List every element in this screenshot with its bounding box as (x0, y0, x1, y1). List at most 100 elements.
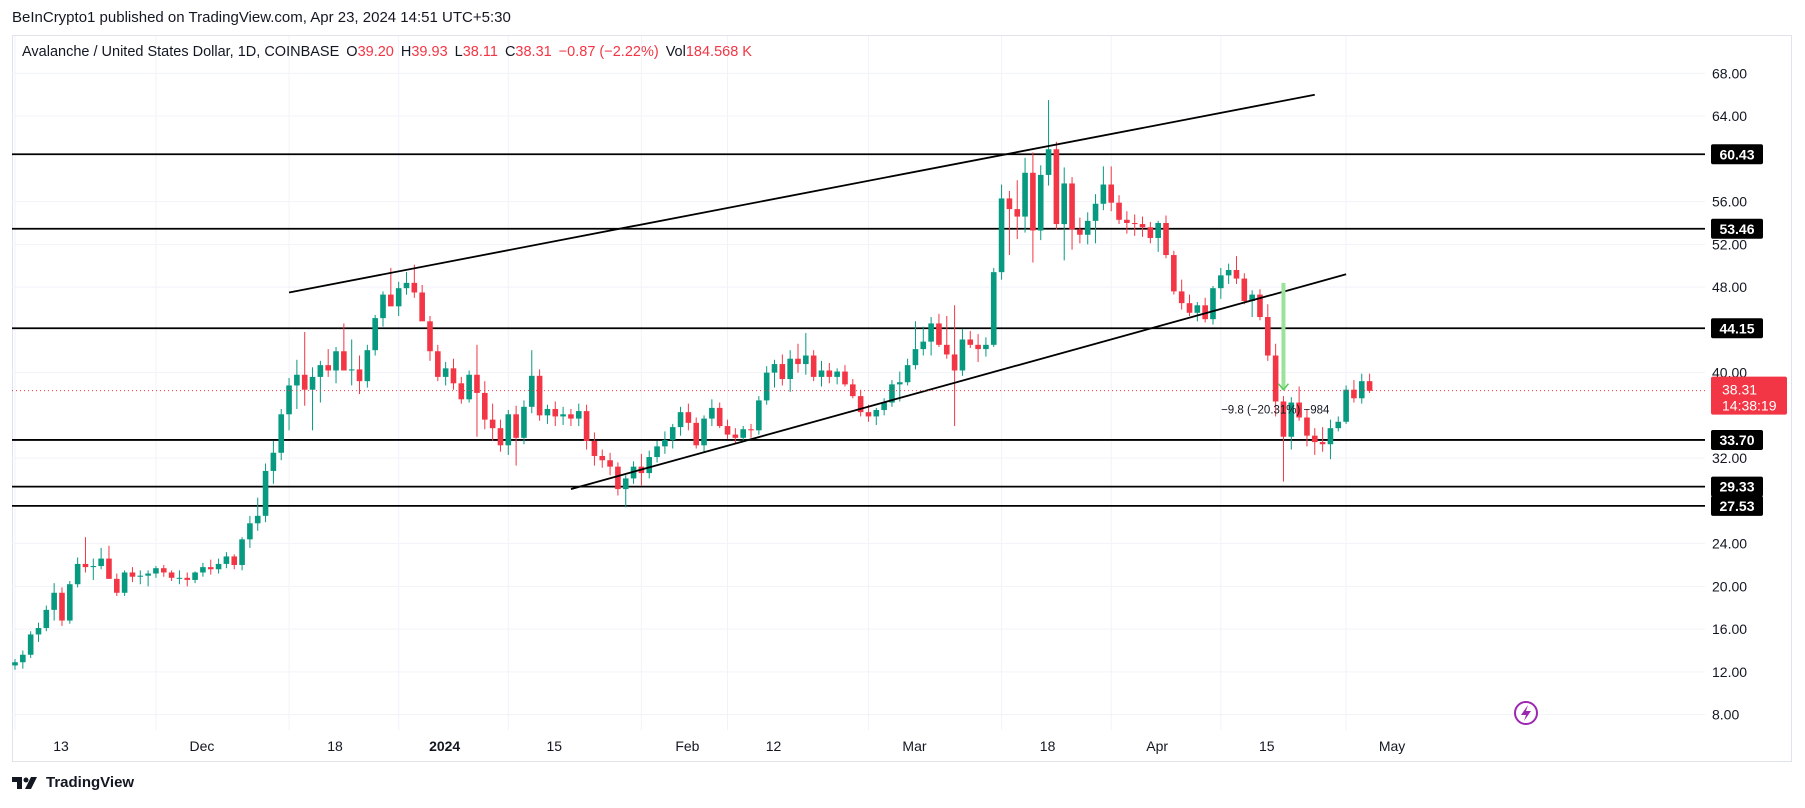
candle-down[interactable] (1006, 190, 1013, 256)
candle-down[interactable] (231, 554, 238, 570)
tradingview-footer[interactable]: TradingView (12, 774, 134, 791)
candle-up[interactable] (646, 450, 653, 479)
candle-down[interactable] (106, 545, 112, 579)
candle-down[interactable] (1178, 279, 1185, 310)
candle-down[interactable] (1131, 214, 1138, 236)
candle-up[interactable] (27, 631, 34, 658)
candle-down[interactable] (1108, 166, 1114, 212)
candle-down[interactable] (184, 572, 191, 587)
candle-down[interactable] (1116, 195, 1122, 225)
candle-up[interactable] (20, 650, 26, 669)
candle-up[interactable] (912, 321, 919, 370)
candle-up[interactable] (372, 314, 378, 356)
candle-down[interactable] (301, 332, 308, 406)
candle-up[interactable] (262, 463, 269, 523)
candle-up[interactable] (521, 400, 527, 445)
candle-up[interactable] (247, 515, 253, 548)
candle-up[interactable] (223, 552, 230, 569)
candle-down[interactable] (1241, 273, 1248, 305)
candle-up[interactable] (137, 570, 144, 585)
candle-down[interactable] (450, 358, 457, 390)
candle-up[interactable] (12, 659, 18, 670)
candle-down[interactable] (489, 403, 496, 442)
candle-up[interactable] (35, 622, 42, 642)
candle-down[interactable] (975, 334, 981, 362)
candle-up[interactable] (1194, 302, 1201, 322)
level-price-tag[interactable]: 44.15 (1711, 318, 1763, 339)
price-axis[interactable]: 8.00 12.00 16.00 20.00 24.00 32.00 40.00 48.00 5… (1711, 65, 1787, 723)
candle-up[interactable] (43, 605, 50, 632)
candle-down[interactable] (748, 423, 754, 438)
candle-down[interactable] (1014, 180, 1021, 240)
candle-up[interactable] (1343, 385, 1349, 424)
candle-up[interactable] (395, 281, 402, 316)
candle-up[interactable] (333, 346, 339, 384)
candle-up[interactable] (1061, 167, 1068, 261)
candle-down[interactable] (857, 389, 864, 417)
candle-down[interactable] (716, 402, 723, 429)
candle-up[interactable] (1045, 100, 1052, 186)
candle-up[interactable] (200, 562, 206, 577)
candle-up[interactable] (896, 371, 903, 402)
candle-down[interactable] (356, 355, 363, 394)
candle-up[interactable] (239, 537, 245, 571)
candle-down[interactable] (568, 408, 574, 427)
candle-up[interactable] (270, 441, 277, 484)
candle-down[interactable] (1124, 211, 1130, 234)
candle-up[interactable] (1022, 157, 1028, 233)
candle-down[interactable] (1202, 297, 1208, 323)
candle-down[interactable] (615, 462, 621, 496)
candle-down[interactable] (1077, 217, 1083, 244)
time-axis[interactable]: 13 Dec 18 2024 15 Feb 12 Mar 18 Apr 15 May (53, 738, 1405, 754)
candle-up[interactable] (544, 404, 551, 424)
candle-up[interactable] (983, 337, 989, 357)
candle-up[interactable] (192, 571, 198, 584)
level-price-tag[interactable]: 29.33 (1711, 476, 1763, 497)
candle-up[interactable] (1092, 194, 1099, 244)
candle-up[interactable] (787, 350, 793, 392)
lower-channel-line[interactable] (570, 273, 1347, 490)
candle-up[interactable] (403, 272, 410, 295)
candle-down[interactable] (810, 350, 817, 382)
lightning-icon[interactable] (1514, 701, 1538, 725)
candle-down[interactable] (795, 343, 801, 373)
candle-down[interactable] (1147, 221, 1154, 244)
horizontal-levels[interactable] (12, 153, 1705, 507)
candle-up[interactable] (528, 350, 535, 414)
candle-down[interactable] (943, 315, 950, 359)
candle-up[interactable] (1084, 212, 1091, 245)
candle-up[interactable] (756, 396, 762, 435)
candle-up[interactable] (121, 570, 128, 596)
candle-up[interactable] (442, 361, 449, 386)
candle-up[interactable] (153, 566, 159, 578)
candle-down[interactable] (1030, 152, 1036, 263)
candle-down[interactable] (482, 381, 488, 430)
candle-up[interactable] (662, 431, 668, 454)
candle-down[interactable] (1171, 250, 1177, 295)
candle-up[interactable] (1218, 267, 1224, 299)
measure-tool[interactable]: −9.8 (−20.31%) −984 (1221, 282, 1330, 417)
candle-up[interactable] (654, 441, 660, 463)
candle-up[interactable] (90, 558, 97, 580)
candle-up[interactable] (466, 370, 472, 403)
candle-up[interactable] (1037, 165, 1044, 241)
level-price-tag[interactable]: 60.43 (1711, 144, 1763, 165)
candle-down[interactable] (1280, 396, 1287, 482)
candle-up[interactable] (740, 426, 746, 443)
candle-up[interactable] (1327, 419, 1334, 460)
candle-up[interactable] (1210, 286, 1216, 325)
candle-up[interactable] (1155, 220, 1161, 252)
candle-down[interactable] (1139, 216, 1146, 237)
candle-up[interactable] (990, 267, 997, 347)
candle-up[interactable] (1358, 373, 1365, 404)
candle-down[interactable] (427, 315, 433, 361)
level-price-tag[interactable]: 33.70 (1711, 429, 1763, 450)
candle-up[interactable] (1335, 416, 1342, 432)
candle-up[interactable] (278, 408, 285, 461)
candle-down[interactable] (458, 376, 465, 404)
candle-up[interactable] (920, 326, 927, 356)
candle-up[interactable] (575, 403, 582, 427)
candle-down[interactable] (1186, 294, 1193, 316)
candle-up[interactable] (998, 184, 1005, 280)
